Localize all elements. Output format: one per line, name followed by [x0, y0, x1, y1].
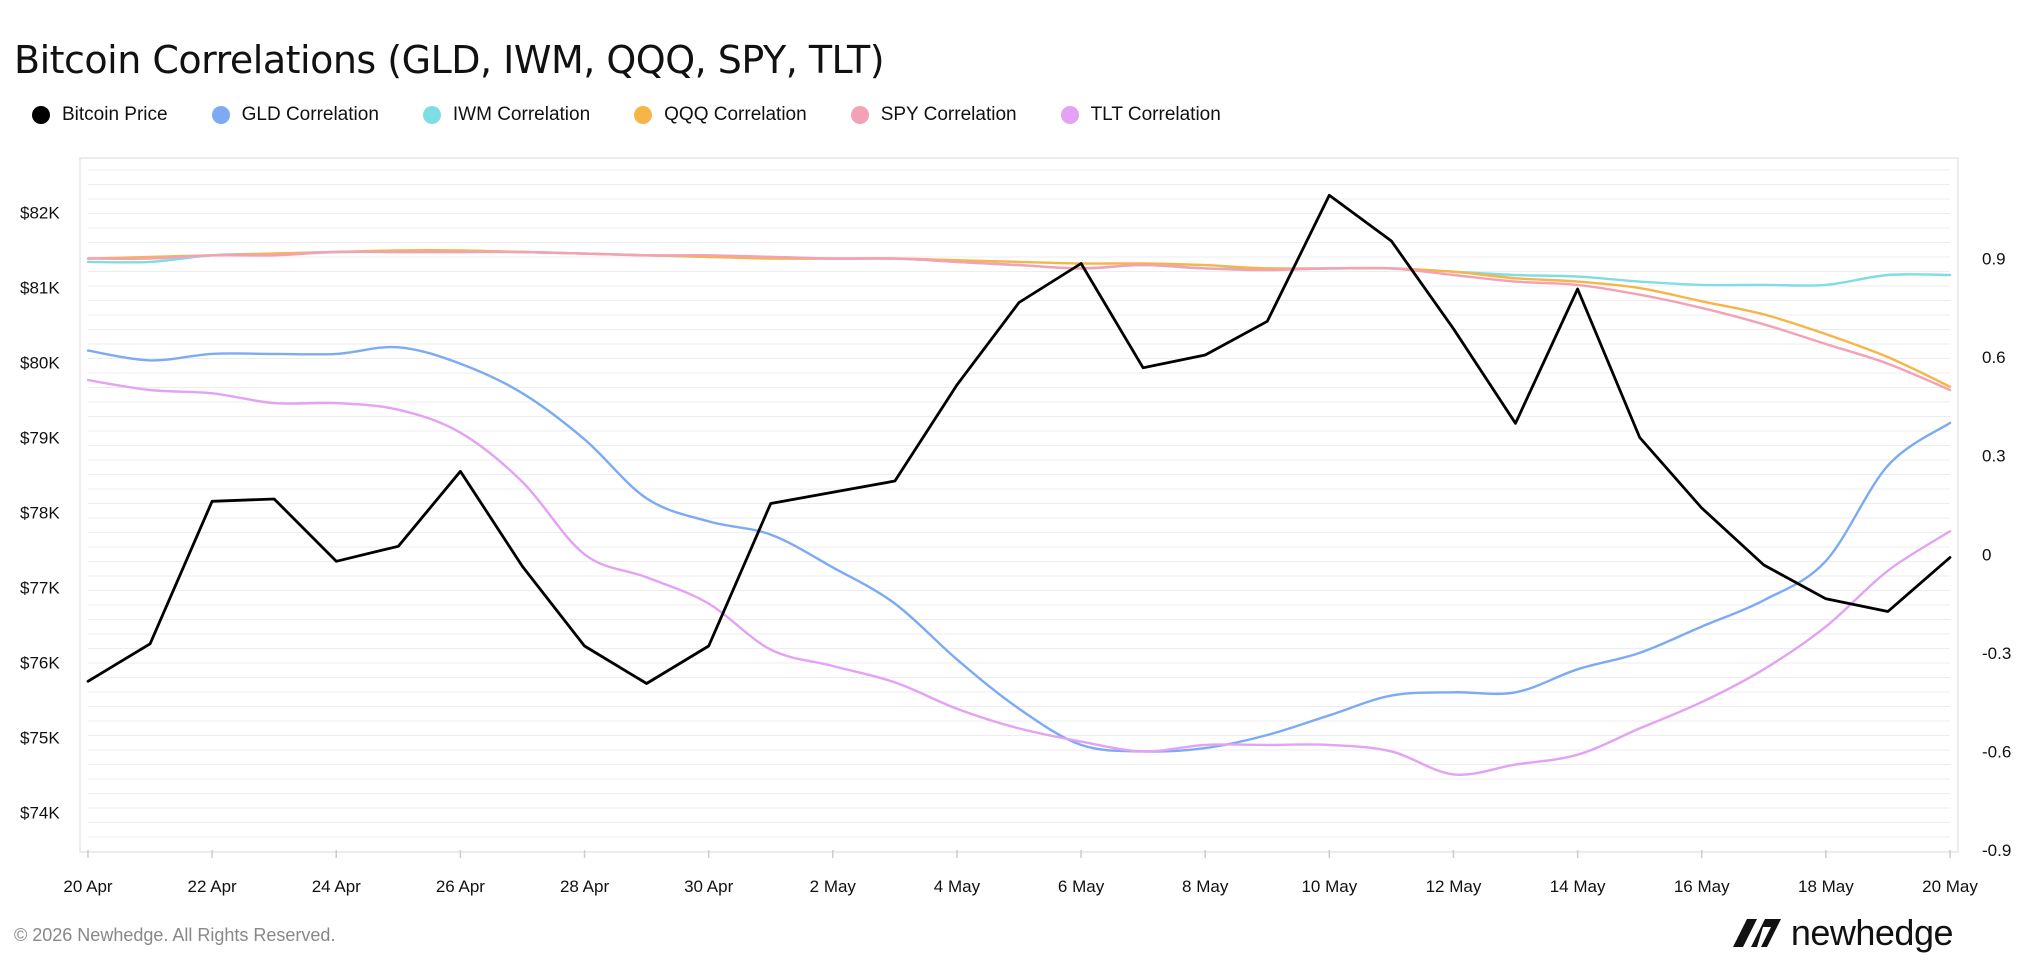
x-tick-label: 4 May — [934, 877, 981, 896]
copyright-footer: © 2026 Newhedge. All Rights Reserved. — [14, 925, 336, 945]
y-tick-label-right: 0 — [1982, 545, 1991, 564]
series-line-gld-correlation — [86, 345, 1952, 753]
legend-item-gld[interactable]: GLD Correlation — [211, 104, 379, 126]
y-tick-label-left: $76K — [20, 654, 60, 673]
y-tick-label-left: $80K — [20, 354, 60, 373]
y-tick-label-right: 0.9 — [1982, 250, 2006, 269]
y-tick-label-left: $75K — [20, 729, 60, 748]
legend: Bitcoin Price GLD Correlation IWM Correl… — [32, 104, 1265, 126]
series-line-bitcoin-price — [86, 193, 1952, 685]
y-axis-left: $74K $75K $76K $77K $78K $79K $80K $81K $82K — [20, 204, 60, 823]
legend-item-qqq[interactable]: QQQ Correlation — [634, 104, 807, 126]
x-tick-label: 12 May — [1426, 877, 1482, 896]
legend-label: IWM Correlation — [452, 104, 591, 125]
legend-label: SPY Correlation — [880, 104, 1017, 125]
y-tick-label-right: 0.3 — [1982, 447, 2006, 466]
x-tick-label: 18 May — [1798, 877, 1854, 896]
legend-dot-icon — [211, 106, 230, 124]
x-tick-label: 22 Apr — [188, 877, 237, 896]
brand-logo[interactable]: newhedge — [1731, 912, 1954, 954]
y-tick-label-left: $81K — [20, 279, 60, 298]
x-tick-label: 10 May — [1301, 877, 1357, 896]
chart-title: Bitcoin Correlations (GLD, IWM, QQQ, SPY… — [14, 38, 885, 82]
legend-item-iwm[interactable]: IWM Correlation — [422, 104, 591, 126]
plot-border — [79, 157, 1959, 853]
x-tick-label: 2 May — [810, 877, 857, 896]
series-line-tlt-correlation — [86, 378, 1952, 776]
chart-series — [86, 193, 1952, 776]
brand-name: newhedge — [1790, 912, 1954, 953]
legend-item-spy[interactable]: SPY Correlation — [850, 104, 1017, 126]
legend-label: GLD Correlation — [241, 104, 379, 125]
x-tick-label: 20 Apr — [63, 877, 112, 896]
chart-frame — [79, 157, 1959, 853]
x-tick-label: 14 May — [1550, 877, 1606, 896]
legend-dot-icon — [634, 106, 653, 124]
y-tick-label-right: -0.3 — [1982, 644, 2011, 663]
x-tick-label: 16 May — [1674, 877, 1730, 896]
x-axis: 20 Apr 22 Apr 24 Apr 26 Apr 28 Apr 30 Apr 2 Ma… — [63, 850, 1978, 896]
chart-grid — [88, 169, 1950, 838]
legend-dot-icon — [32, 106, 50, 124]
legend-item-tlt[interactable]: TLT Correlation — [1060, 104, 1221, 126]
legend-label: QQQ Correlation — [664, 104, 807, 125]
y-tick-label-right: 0.6 — [1982, 348, 2006, 367]
x-tick-label: 6 May — [1058, 877, 1105, 896]
legend-dot-icon — [422, 106, 441, 124]
legend-dot-icon — [1060, 106, 1079, 124]
x-tick-label: 26 Apr — [436, 877, 485, 896]
x-tick-label: 24 Apr — [312, 877, 361, 896]
y-tick-label-left: $74K — [20, 804, 60, 823]
series-line-qqq-correlation — [86, 248, 1952, 388]
legend-dot-icon — [850, 106, 869, 124]
x-tick-label: 30 Apr — [684, 877, 733, 896]
y-tick-label-right: -0.9 — [1982, 841, 2011, 860]
x-tick-label: 28 Apr — [560, 877, 609, 896]
y-tick-label-right: -0.6 — [1982, 742, 2011, 761]
x-tick-label: 20 May — [1922, 877, 1978, 896]
y-tick-label-left: $79K — [20, 429, 60, 448]
newhedge-logo-icon — [1732, 919, 1781, 947]
series-line-spy-correlation — [86, 250, 1952, 392]
y-tick-label-left: $82K — [20, 204, 60, 223]
x-tick-label: 8 May — [1182, 877, 1229, 896]
y-tick-label-left: $77K — [20, 579, 60, 598]
legend-label: TLT Correlation — [1090, 104, 1221, 125]
y-tick-label-left: $78K — [20, 504, 60, 523]
y-axis-right: -0.9 -0.6 -0.3 0 0.3 0.6 0.9 — [1982, 250, 2011, 860]
legend-item-bitcoin-price[interactable]: Bitcoin Price — [32, 104, 168, 126]
legend-label: Bitcoin Price — [62, 104, 168, 125]
